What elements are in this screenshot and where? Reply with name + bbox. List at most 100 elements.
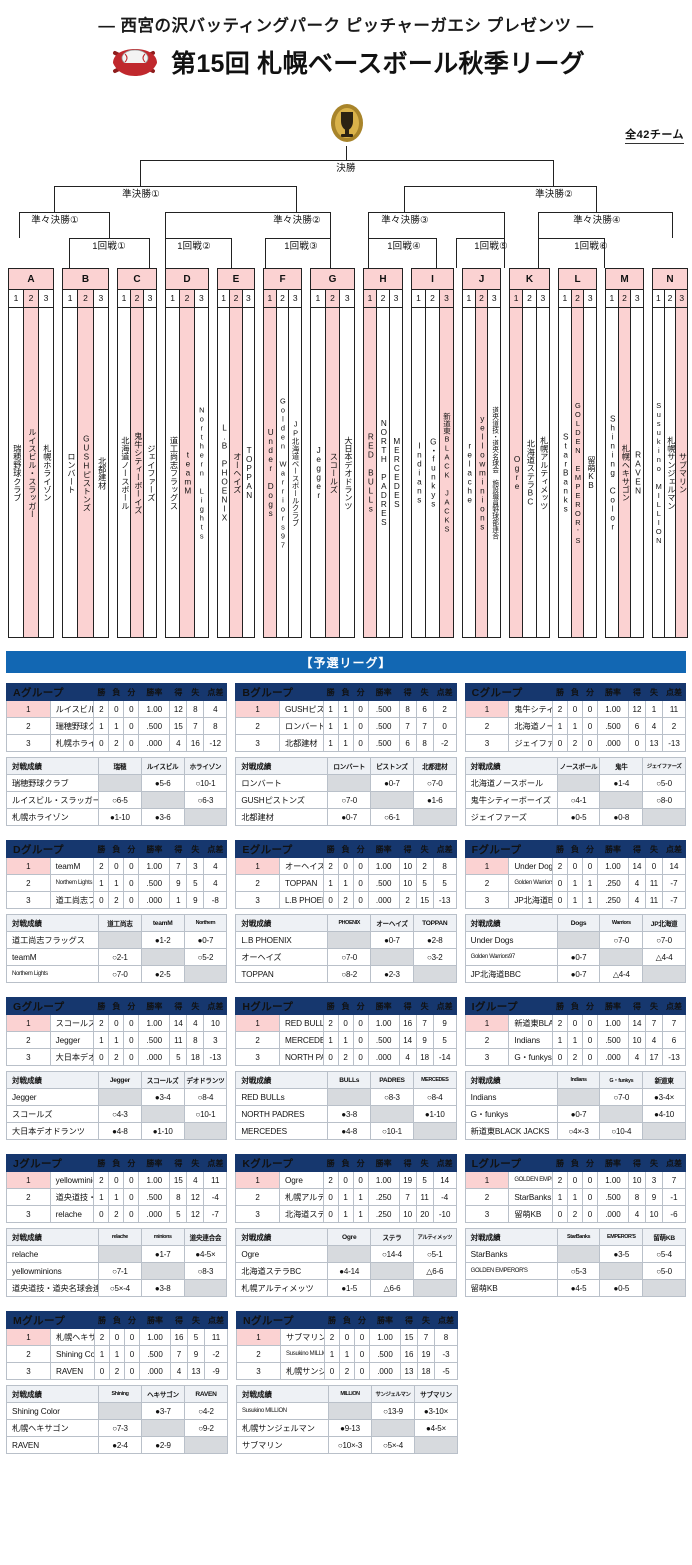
bracket-team-cell[interactable]: Ogre — [510, 308, 524, 638]
bracket-group-f[interactable]: F 1 2 3 Under Dogs Golden Warriors97 JP北海道ベースボ… — [263, 268, 303, 638]
standings-w: 1 — [551, 1188, 568, 1206]
standings-row[interactable]: 2 TOPPAN 1 1 0.500 10 5 5 — [235, 874, 457, 892]
bracket-group-h[interactable]: H 1 2 3 RED BULLs NORTH PADRES MERCEDES — [363, 268, 403, 638]
bracket-team-cell[interactable]: 北海道ステラBC — [523, 308, 537, 638]
bracket-team-cell[interactable]: G・funkys — [426, 308, 440, 638]
bracket-team-cell[interactable]: ルイスビル・スラッガー — [24, 308, 39, 638]
bracket-group-e[interactable]: E 1 2 3 L.B PHOENIX オーヘイズ TOPPAN — [217, 268, 255, 638]
bracket-group-d[interactable]: D 1 2 3 道工尚志フラッグス teamM Northern Lights — [165, 268, 209, 638]
bracket-team-cell[interactable]: Shining Color — [606, 308, 619, 638]
standings-row[interactable]: 3 G・funkys 0 2 0.000 4 17 -13 — [464, 1048, 686, 1066]
bracket-team-cell[interactable]: Jegger — [311, 308, 326, 638]
standings-row[interactable]: 2 Northern Lights 1 1 0.500 9 5 4 — [6, 874, 228, 892]
bracket-team-cell[interactable]: Under Dogs — [264, 308, 277, 638]
bracket-team-cell[interactable]: NORTH PADRES — [377, 308, 390, 638]
bracket-team-cell[interactable]: MERCEDES — [390, 308, 403, 638]
bracket-team-cell[interactable]: 北海道ノースボール — [118, 308, 131, 638]
bracket-team-cell[interactable]: Susukino MILLION — [653, 308, 665, 638]
standings-row[interactable]: 3 relache 0 2 0.000 5 12 -7 — [6, 1205, 228, 1223]
bracket-team-cell[interactable]: 新道東BLACK JACKS — [440, 308, 454, 638]
bracket-team-cell[interactable]: 道央道技・道央名球会 施設職員野球部連合 — [488, 308, 502, 638]
bracket-team-cell[interactable]: 大日本デオドランツ — [340, 308, 356, 638]
bracket-team-cell[interactable]: 北都建材 — [93, 308, 109, 638]
standings-row[interactable]: 1 サブマリン 2 0 0 1.00 15 7 8 — [236, 1328, 458, 1346]
bracket-group-m[interactable]: M 1 2 3 Shining Color 札幌ヘキサゴン RAVEN — [605, 268, 645, 638]
standings-row[interactable]: 3 留萌KB 0 2 0.000 4 10 -6 — [464, 1205, 686, 1223]
bracket-team-cell[interactable]: 札幌アルティメッツ — [536, 308, 550, 638]
bracket-team-cell[interactable]: サブマリン — [676, 308, 689, 638]
standings-row[interactable]: 3 RAVEN 0 2 0.000 4 13 -9 — [6, 1362, 228, 1380]
bracket-team-cell[interactable]: L.B PHOENIX — [218, 308, 231, 638]
bracket-team-cell[interactable]: GUSHピストンズ — [78, 308, 94, 638]
bracket-team-cell[interactable]: teamM — [180, 308, 195, 638]
bracket-team-cell[interactable]: 札幌ホライゾン — [39, 308, 54, 638]
bracket-team-cell[interactable]: 留萌KB — [584, 308, 598, 638]
bracket-team-cell[interactable]: 札幌サンジェルマン — [664, 308, 677, 638]
standings-row[interactable]: 1 teamM 2 0 0 1.00 7 3 4 — [6, 857, 228, 875]
standings-row[interactable]: 2 StarBanks 1 1 0.500 8 9 -1 — [464, 1188, 686, 1206]
standings-row[interactable]: 2 Indians 1 1 0.500 10 4 6 — [464, 1031, 686, 1049]
standings-row[interactable]: 1 Ogre 2 0 0 1.00 19 5 14 — [235, 1171, 457, 1189]
bracket-group-k[interactable]: K 1 2 3 Ogre 北海道ステラBC 札幌アルティメッツ — [509, 268, 550, 638]
bracket-group-j[interactable]: J 1 2 3 relache yellowminions 道央道技・道央名球会 施設職員野… — [462, 268, 502, 638]
bracket-team-cell[interactable]: RAVEN — [631, 308, 645, 638]
standings-row[interactable]: 3 北都建材 1 1 0.500 6 8 -2 — [235, 734, 457, 752]
bracket-group-l[interactable]: L 1 2 3 StarBanks GOLDEN EMPEROR'S 留萌KB — [558, 268, 598, 638]
bracket-team-cell[interactable]: 札幌ヘキサゴン — [618, 308, 632, 638]
standings-d: 0 — [352, 1048, 369, 1066]
bracket-group-i[interactable]: I 1 2 3 Indians G・funkys 新道東BLACK JACKS — [411, 268, 454, 638]
bracket-team-cell[interactable]: 道工尚志フラッグス — [166, 308, 181, 638]
bracket-team-cell[interactable]: オーヘイズ — [230, 308, 243, 638]
bracket-team-cell[interactable]: TOPPAN — [242, 308, 255, 638]
standings-row[interactable]: 1 スコールズ 2 0 0 1.00 14 4 10 — [6, 1014, 228, 1032]
bracket-team-cell[interactable]: JP北海道ベースボールクラブ — [289, 308, 303, 638]
bracket-team-cell[interactable]: Indians — [412, 308, 426, 638]
bracket-team-cell[interactable]: Golden Warriors97 — [276, 308, 290, 638]
bracket-group-g[interactable]: G 1 2 3 Jegger スコールズ 大日本デオドランツ — [310, 268, 356, 638]
standings-row[interactable]: 2 Jegger 1 1 0.500 11 8 3 — [6, 1031, 228, 1049]
bracket-group-n[interactable]: N 1 2 3 Susukino MILLION 札幌サンジェルマン サブマリン — [652, 268, 689, 638]
bracket-team-cell[interactable]: Northern Lights — [194, 308, 209, 638]
bracket-team-cell[interactable]: relache — [463, 308, 476, 638]
bracket-group-b[interactable]: B 1 2 3 ロンバート GUSHピストンズ 北都建材 — [62, 268, 109, 638]
bracket-team-cell[interactable]: スコールズ — [325, 308, 341, 638]
bracket-team-cell[interactable]: 瑞穂野球クラブ — [9, 308, 24, 638]
bracket-group-c[interactable]: C 1 2 3 北海道ノースボール 鬼牛シティーボーイズ ジェイファーズ — [117, 268, 157, 638]
bracket-team-cell[interactable]: GOLDEN EMPEROR'S — [571, 308, 585, 638]
bracket-team-cell[interactable]: 鬼牛シティーボーイズ — [131, 308, 144, 638]
bracket-team-cell[interactable]: yellowminions — [475, 308, 489, 638]
bracket-group-a[interactable]: A 1 2 3 瑞穂野球クラブ ルイスビル・スラッガー 札幌ホライゾン — [8, 268, 54, 638]
bracket-team-cell[interactable]: StarBanks — [559, 308, 572, 638]
bracket-team-cell[interactable]: ロンバート — [63, 308, 79, 638]
bracket-team-cell[interactable]: ジェイファーズ — [144, 308, 157, 638]
bracket-team-cell[interactable]: RED BULLs — [364, 308, 377, 638]
standings-row[interactable]: 2 ロンバート 1 1 0.500 7 7 0 — [235, 717, 457, 735]
standings-row[interactable]: 1 オーヘイズ 2 0 0 1.00 10 2 8 — [235, 857, 457, 875]
